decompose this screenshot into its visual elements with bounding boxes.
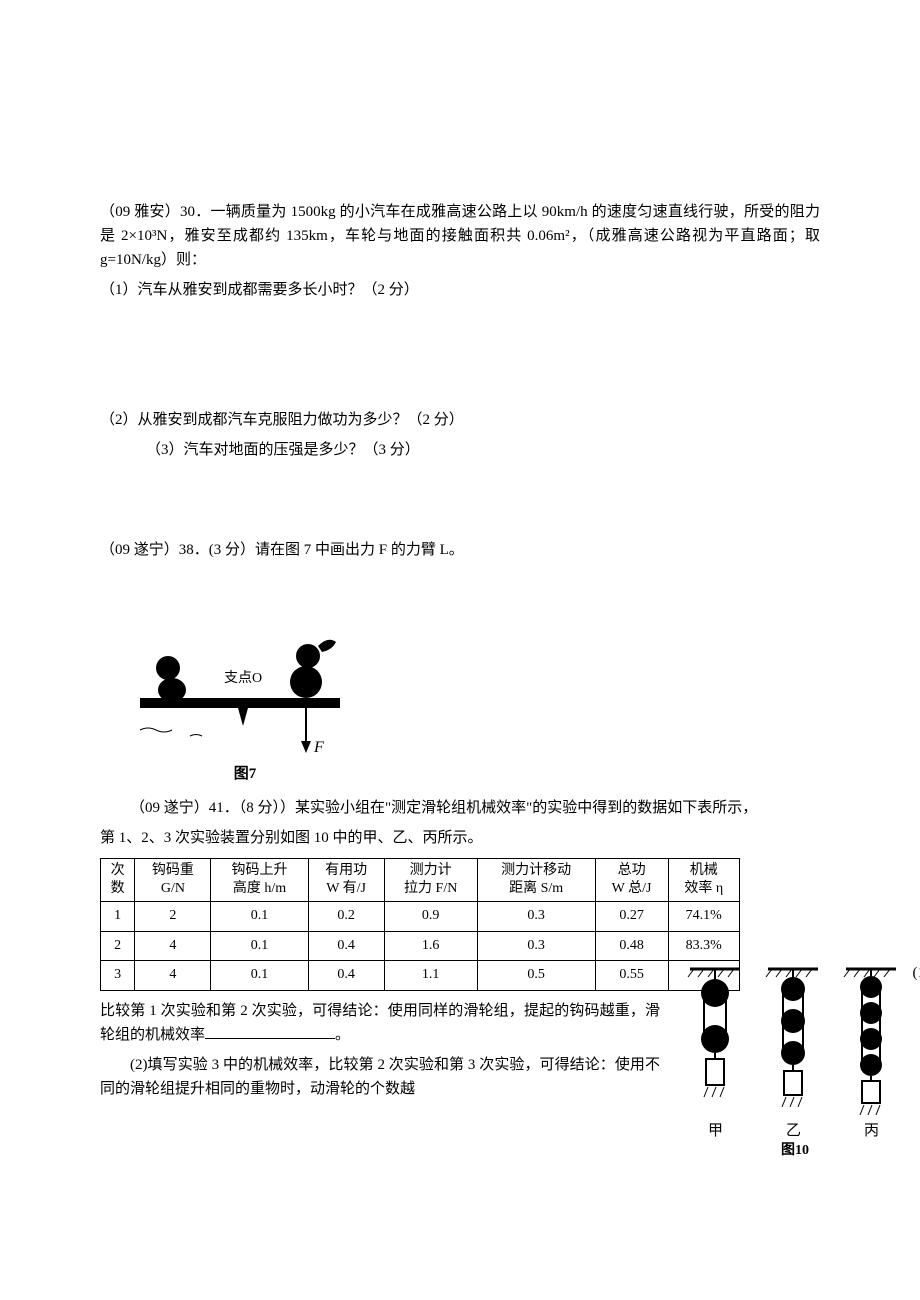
q41-intro1: （09 遂宁）41．（8 分））某实验小组在"测定滑轮组机械效率"的实验中得到的… [100,796,820,820]
conc1a: 比较第 1 次实验和第 2 次实验，可得结论：使用同样的滑轮组，提起的钩码越重，… [100,1003,660,1043]
fulcrum-label: 支点O [224,670,262,686]
th-4: 测力计拉力 F/N [384,859,477,902]
pulley-group-b: 乙 [766,969,818,1139]
th-6: 总功W 总/J [595,859,668,902]
th-2-text: 钩码上升高度 h/m [232,863,288,896]
force-label: F [313,739,324,756]
cell: 1.1 [384,961,477,990]
cell: 0.3 [477,902,595,931]
cell: 0.5 [477,961,595,990]
conclusion-2: (2)填写实验 3 中的机械效率，比较第 2 次实验和第 3 次实验，可得结论：… [100,1053,660,1101]
cell: 0.1 [211,931,308,960]
cell: 0.2 [308,902,384,931]
cell: 4 [135,931,211,960]
child-left-head [156,656,180,680]
th-1: 钩码重G/N [135,859,211,902]
cell: 0.9 [384,902,477,931]
child-right-hair [318,640,336,652]
table-row: 1 2 0.1 0.2 0.9 0.3 0.27 74.1% [101,902,740,931]
table-head: 次数 钩码重G/N 钩码上升高度 h/m 有用功W 有/J 测力计拉力 F/N … [101,859,740,902]
cell: 0.1 [211,902,308,931]
cell: 0.4 [308,961,384,990]
child-right-body [290,666,322,698]
ground-mid [190,735,202,737]
label-b: 乙 [786,1123,801,1139]
child-left-body [158,678,186,702]
th-0-text: 次数 [111,863,125,896]
th-3-text: 有用功W 有/J [325,863,367,896]
cell: 3 [101,961,135,990]
th-6-text: 总功W 总/J [612,863,652,896]
figure-7-seesaw: F 支点O [130,608,360,758]
label-a: 甲 [708,1123,723,1139]
pulley-group-a: 甲 [688,969,740,1139]
cell: 0.1 [211,961,308,990]
blank-space-1 [100,308,820,408]
th-2: 钩码上升高度 h/m [211,859,308,902]
q38-text: （09 遂宁）38．(3 分）请在图 7 中画出力 F 的力臂 L。 [100,538,820,562]
cell: 4 [135,961,211,990]
ground-left [140,728,172,732]
q30-prefix: （09 雅安）30． [100,204,210,220]
conclusion-1: 比较第 1 次实验和第 2 次实验，可得结论：使用同样的滑轮组，提起的钩码越重，… [100,999,660,1047]
table-body: 1 2 0.1 0.2 0.9 0.3 0.27 74.1% 2 4 0.1 0… [101,902,740,990]
figure-10-caption: 图10 [680,1140,910,1162]
q41-intro2: 第 1、2、3 次实验装置分别如图 10 中的甲、乙、丙所示。 [100,826,820,850]
fulcrum [238,708,248,726]
blank-space-3 [100,568,820,588]
th-5: 测力计移动距离 S/m [477,859,595,902]
page: （09 雅安）30．一辆质量为 1500kg 的小汽车在成雅高速公路上以 90k… [0,0,920,1300]
conc1b: 。 [335,1027,350,1043]
label-c: 丙 [864,1123,879,1139]
blank-space-2 [100,468,820,538]
table-row: 3 4 0.1 0.4 1.1 0.5 0.55 [101,961,740,990]
conclusion-text: 比较第 1 次实验和第 2 次实验，可得结论：使用同样的滑轮组，提起的钩码越重，… [100,999,660,1101]
th-7-text: 机械效率 η [684,863,723,896]
cell: 0.27 [595,902,668,931]
cell: 0.55 [595,961,668,990]
child-right-head [296,644,320,668]
cell: 2 [101,931,135,960]
part1-label: (1) [913,961,920,985]
th-3: 有用功W 有/J [308,859,384,902]
cell: 1.6 [384,931,477,960]
table-header-row: 次数 钩码重G/N 钩码上升高度 h/m 有用功W 有/J 测力计拉力 F/N … [101,859,740,902]
seesaw-svg: F 支点O [130,608,360,758]
cell: 0.48 [595,931,668,960]
q30-sub2: （2）从雅安到成都汽车克服阻力做功为多少？（2 分） [100,408,820,432]
table-row: 2 4 0.1 0.4 1.6 0.3 0.48 83.3% [101,931,740,960]
cell: 0.3 [477,931,595,960]
th-1-text: 钩码重G/N [152,863,194,896]
q30-sub1: （1）汽车从雅安到成都需要多长小时？（2 分） [100,278,820,302]
cell: 2 [135,902,211,931]
cell: 1 [101,902,135,931]
th-0: 次数 [101,859,135,902]
cell: 74.1% [668,902,739,931]
pulley-group-c: 丙 [844,969,896,1139]
cell: 0.4 [308,931,384,960]
efficiency-table: 次数 钩码重G/N 钩码上升高度 h/m 有用功W 有/J 测力计拉力 F/N … [100,858,740,991]
q30-sub3: （3）汽车对地面的压强是多少？（3 分） [100,438,820,462]
figure-7-caption: 图7 [130,762,360,786]
figure-10-pulleys: 甲 乙 [680,959,910,1159]
q30-line1: （09 雅安）30．一辆质量为 1500kg 的小汽车在成雅高速公路上以 90k… [100,200,820,272]
th-5-text: 测力计移动距离 S/m [501,863,571,896]
th-7: 机械效率 η [668,859,739,902]
blank-fill-1 [205,1023,335,1039]
force-arrow-head [301,741,311,753]
bottom-row: (1) 比较第 1 次实验和第 2 次实验，可得结论：使用同样的滑轮组，提起的钩… [100,999,820,1101]
cell: 83.3% [668,931,739,960]
th-4-text: 测力计拉力 F/N [404,863,457,896]
pulleys-svg: 甲 乙 [680,959,910,1159]
